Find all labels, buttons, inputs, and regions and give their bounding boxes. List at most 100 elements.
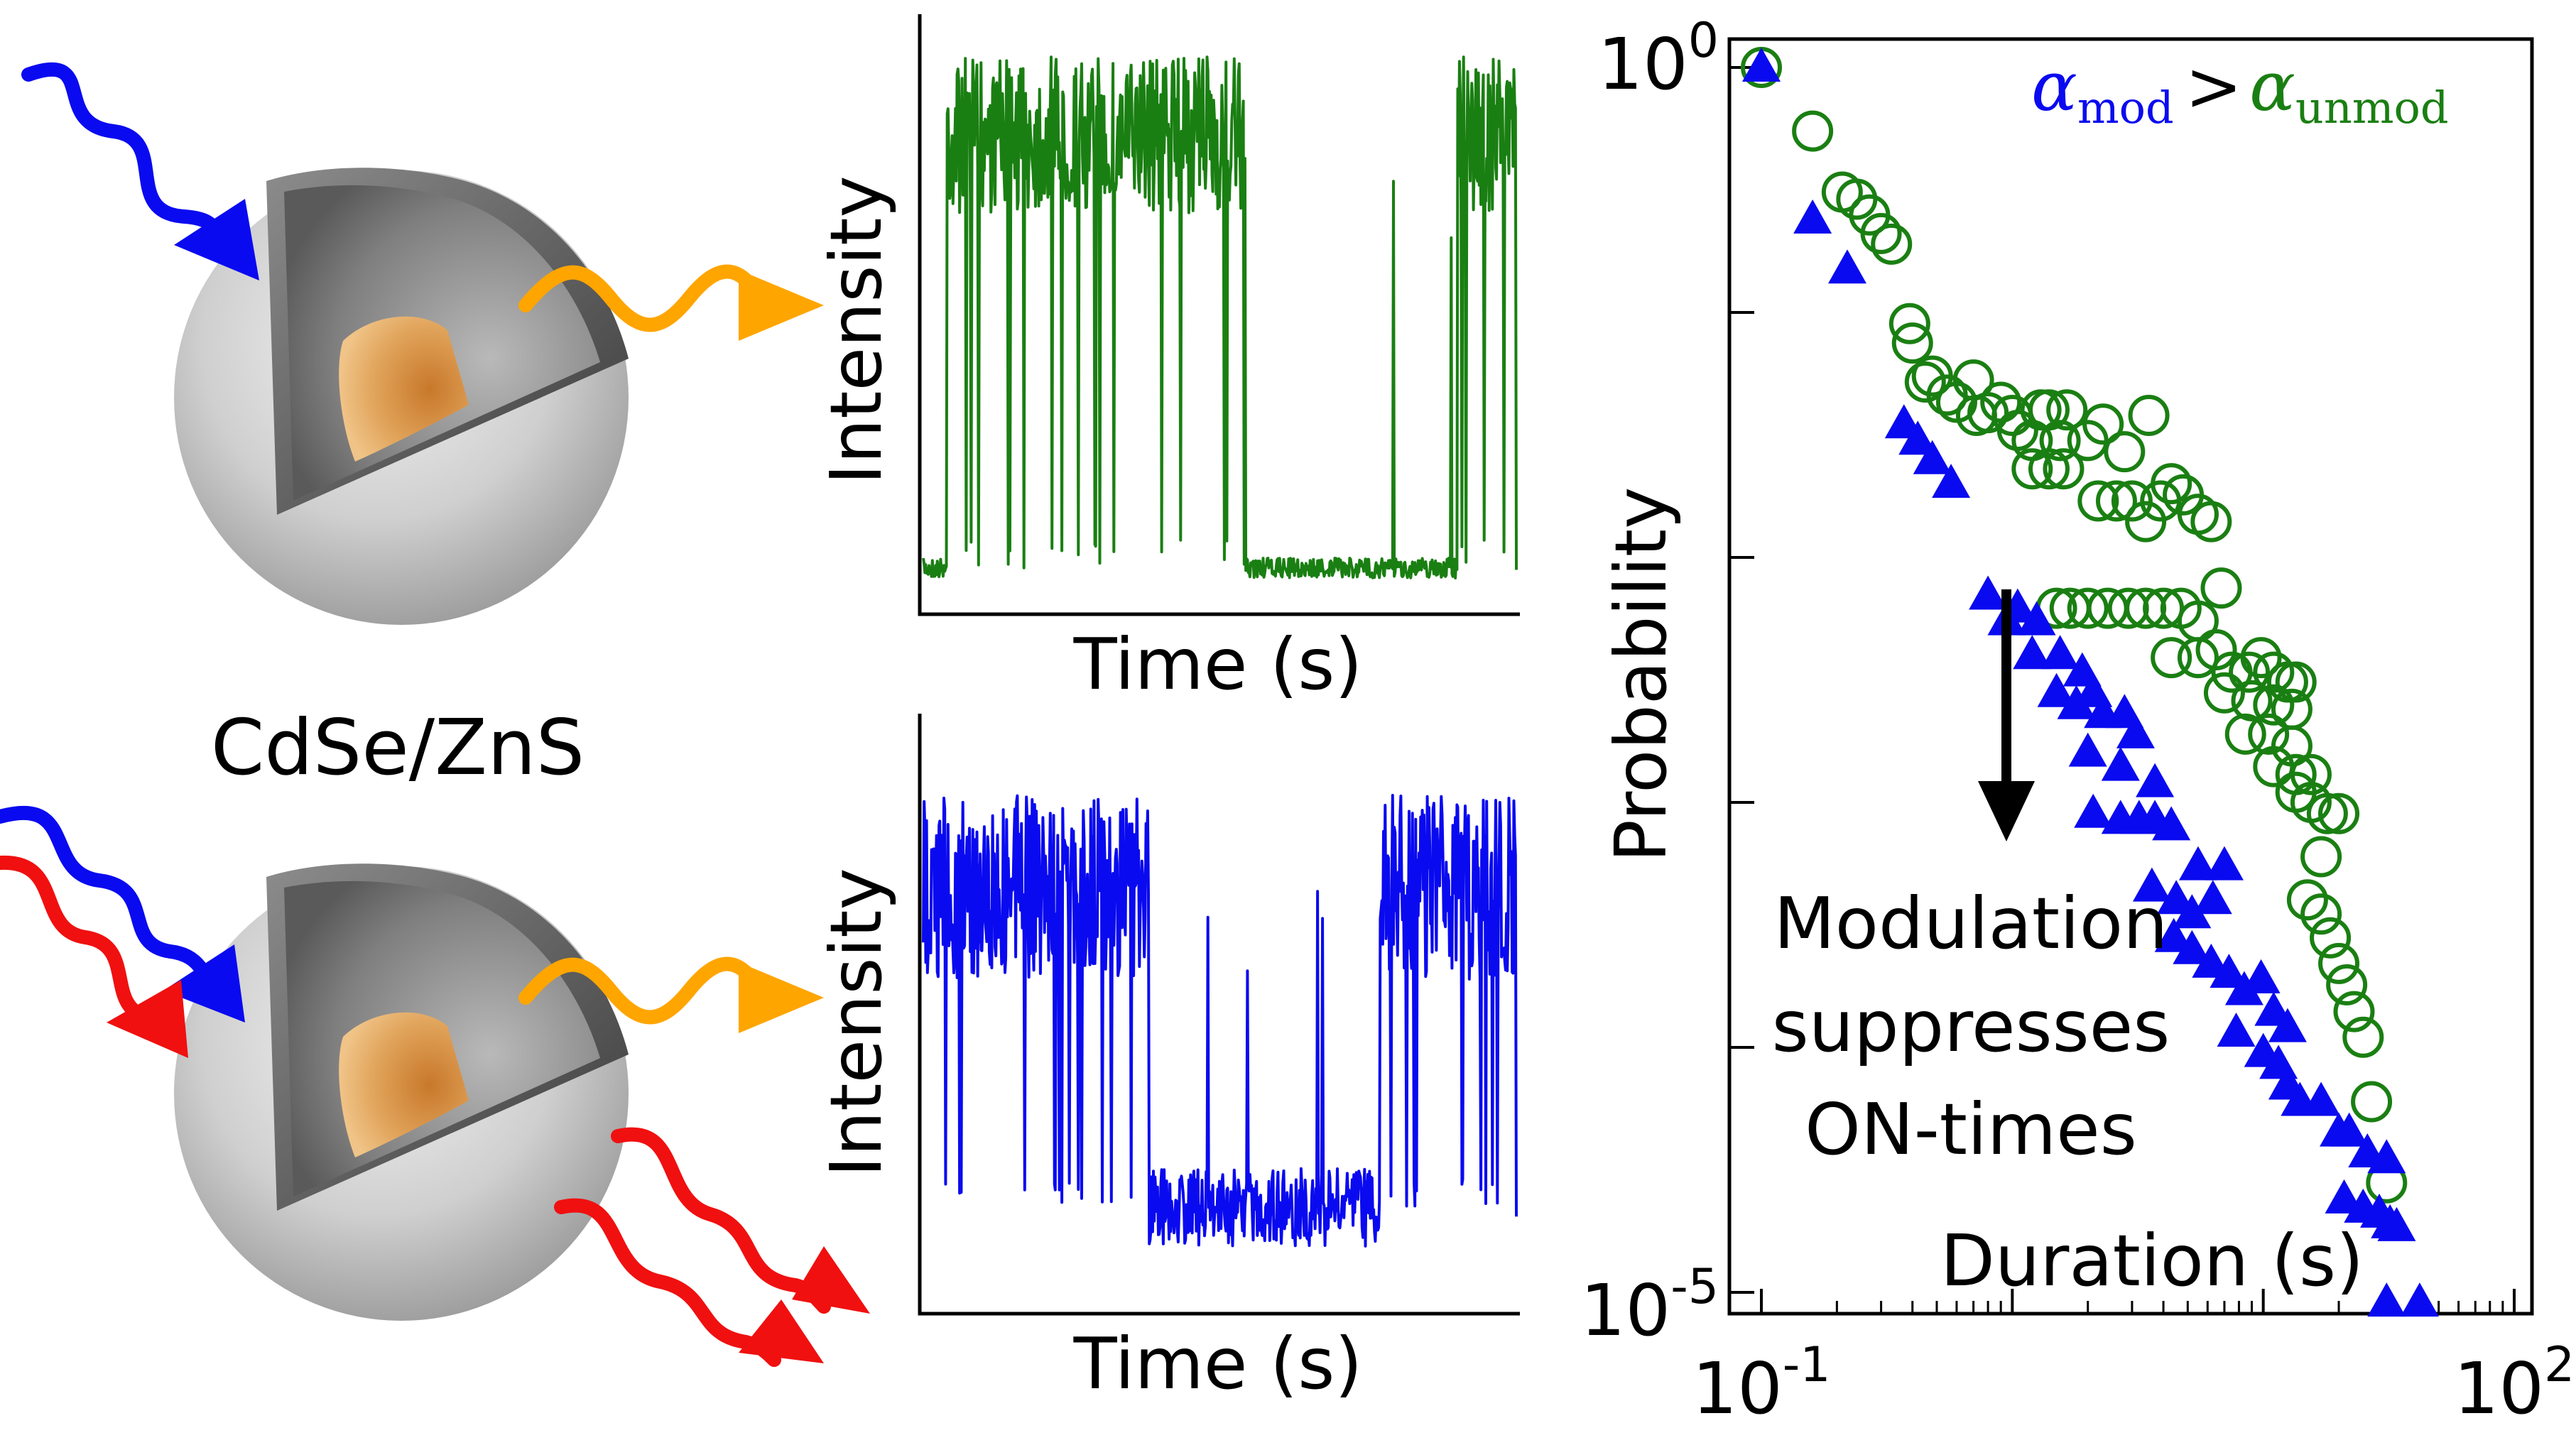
unmod-point bbox=[2240, 637, 2282, 679]
mod-point bbox=[2210, 954, 2249, 988]
trace-top-axes bbox=[918, 14, 1520, 616]
unmod-point bbox=[2151, 463, 2192, 505]
annotation-line-1: Modulation bbox=[1774, 882, 2168, 965]
unmod-point bbox=[2143, 587, 2185, 629]
trace-panel-bottom: Intensity Time (s) bbox=[815, 714, 1520, 1405]
y-axis-label: Probability bbox=[1599, 487, 1683, 863]
mod-point bbox=[2132, 867, 2171, 902]
unmod-point bbox=[2342, 1016, 2384, 1058]
annotation-line-2: suppresses bbox=[1772, 985, 2170, 1068]
unmod-point bbox=[2028, 448, 2070, 490]
trace-bottom-axes bbox=[918, 714, 1520, 1316]
unmod-point bbox=[2082, 403, 2124, 445]
modulation-annotation: Modulation suppresses ON-times bbox=[1772, 589, 2170, 1171]
unmod-point bbox=[2128, 394, 2170, 436]
unmod-point bbox=[2177, 637, 2219, 679]
plot-axes-frame bbox=[1727, 37, 2534, 1316]
unmod-point bbox=[2011, 448, 2053, 490]
unmod-point bbox=[2286, 879, 2328, 921]
material-label: CdSe/ZnS bbox=[211, 704, 585, 792]
mod-point bbox=[1742, 48, 1781, 82]
mod-point bbox=[2013, 635, 2052, 670]
mod-point bbox=[2074, 793, 2113, 828]
blue-excitation-arrow-top bbox=[21, 62, 259, 280]
trace-panel-top: Intensity Time (s) bbox=[815, 14, 1520, 706]
unmod-point bbox=[2310, 917, 2352, 959]
mod-point bbox=[2017, 601, 2056, 636]
mod-point bbox=[2173, 894, 2212, 929]
trace-bottom-line bbox=[922, 794, 1518, 1248]
mod-point bbox=[2330, 1112, 2369, 1147]
orange-emission-arrow-top bbox=[518, 264, 824, 341]
red-excitation-arrow-bottom bbox=[0, 855, 188, 1058]
unmod-point bbox=[2224, 713, 2266, 755]
unmod-point bbox=[2300, 836, 2342, 878]
y-tick-label-top: 100 bbox=[1597, 13, 1719, 106]
data-markers bbox=[1741, 47, 2439, 1317]
unmod-point bbox=[2104, 431, 2146, 473]
mod-point bbox=[2377, 1206, 2416, 1241]
unmod-point bbox=[2203, 672, 2245, 714]
mod-point bbox=[2193, 880, 2232, 915]
blue-excitation-arrow-bottom bbox=[0, 805, 245, 1023]
trace-top-xlabel: Time (s) bbox=[1073, 623, 1363, 706]
unmod-point bbox=[2253, 684, 2295, 726]
unmod-point bbox=[2326, 964, 2368, 1005]
unmod-point bbox=[1860, 212, 1902, 254]
unmod-point bbox=[2077, 480, 2119, 522]
mod-point bbox=[2154, 917, 2193, 952]
mod-point bbox=[2367, 1282, 2406, 1317]
x-tick-label-right: 102 bbox=[2454, 1337, 2575, 1430]
unmod-point bbox=[1891, 322, 1933, 364]
mod-point bbox=[1913, 440, 1952, 474]
mod-point bbox=[2037, 672, 2076, 707]
unmod-point bbox=[2318, 792, 2360, 834]
mod-point bbox=[1932, 464, 1971, 498]
unmod-point bbox=[2231, 680, 2273, 721]
unmod-point bbox=[2306, 792, 2348, 834]
unmod-point bbox=[2195, 628, 2237, 670]
annotation-line-3: ON-times bbox=[1805, 1088, 2137, 1171]
trace-bottom-ylabel: Intensity bbox=[815, 868, 898, 1177]
mod-point bbox=[1898, 420, 1938, 455]
axis-ticks bbox=[1729, 66, 2516, 1314]
mod-point bbox=[2152, 806, 2191, 841]
mod-point bbox=[2400, 1282, 2439, 1317]
alpha-inequality: αmod > αunmod bbox=[2031, 47, 2449, 133]
unmod-point bbox=[1871, 223, 1913, 265]
orange-emission-arrow-bottom bbox=[518, 956, 824, 1033]
mod-point bbox=[2178, 846, 2217, 881]
unmod-point bbox=[2300, 893, 2342, 935]
mod-point bbox=[2224, 971, 2263, 1005]
unmod-point bbox=[2039, 420, 2081, 462]
x-tick-label-left: 10-1 bbox=[1692, 1337, 1830, 1430]
unmod-point bbox=[2043, 448, 2085, 490]
red-emission-arrow-1 bbox=[611, 1127, 870, 1314]
trace-top-ylabel: Intensity bbox=[815, 175, 898, 484]
mod-point bbox=[2116, 714, 2155, 748]
mod-point bbox=[2241, 959, 2281, 993]
unmod-point bbox=[2229, 651, 2271, 693]
unmod-point bbox=[2200, 567, 2242, 609]
unmod-point bbox=[2318, 942, 2360, 984]
unmod-point bbox=[2275, 661, 2317, 703]
unmod-point bbox=[2046, 389, 2088, 431]
unmod-point bbox=[2351, 1081, 2393, 1123]
mod-point bbox=[2325, 1179, 2364, 1214]
unmod-point bbox=[1967, 392, 2009, 434]
unmod-point bbox=[2111, 480, 2153, 522]
unmod-point bbox=[2248, 713, 2290, 755]
mod-point bbox=[2173, 930, 2212, 964]
unmod-point bbox=[2067, 587, 2109, 629]
mod-point bbox=[1969, 575, 2008, 610]
mod-point bbox=[2136, 763, 2175, 797]
red-emission-arrow-2 bbox=[554, 1198, 824, 1367]
mod-point bbox=[2367, 1139, 2406, 1174]
unmod-point bbox=[2125, 501, 2167, 543]
probability-chart: 100 10-5 10-1 102 Probability Duration (… bbox=[1580, 13, 2575, 1430]
mod-point bbox=[2302, 1081, 2341, 1116]
mod-point bbox=[2040, 635, 2080, 670]
quantum-dot-bottom bbox=[174, 863, 629, 1321]
mod-point bbox=[2057, 685, 2096, 719]
